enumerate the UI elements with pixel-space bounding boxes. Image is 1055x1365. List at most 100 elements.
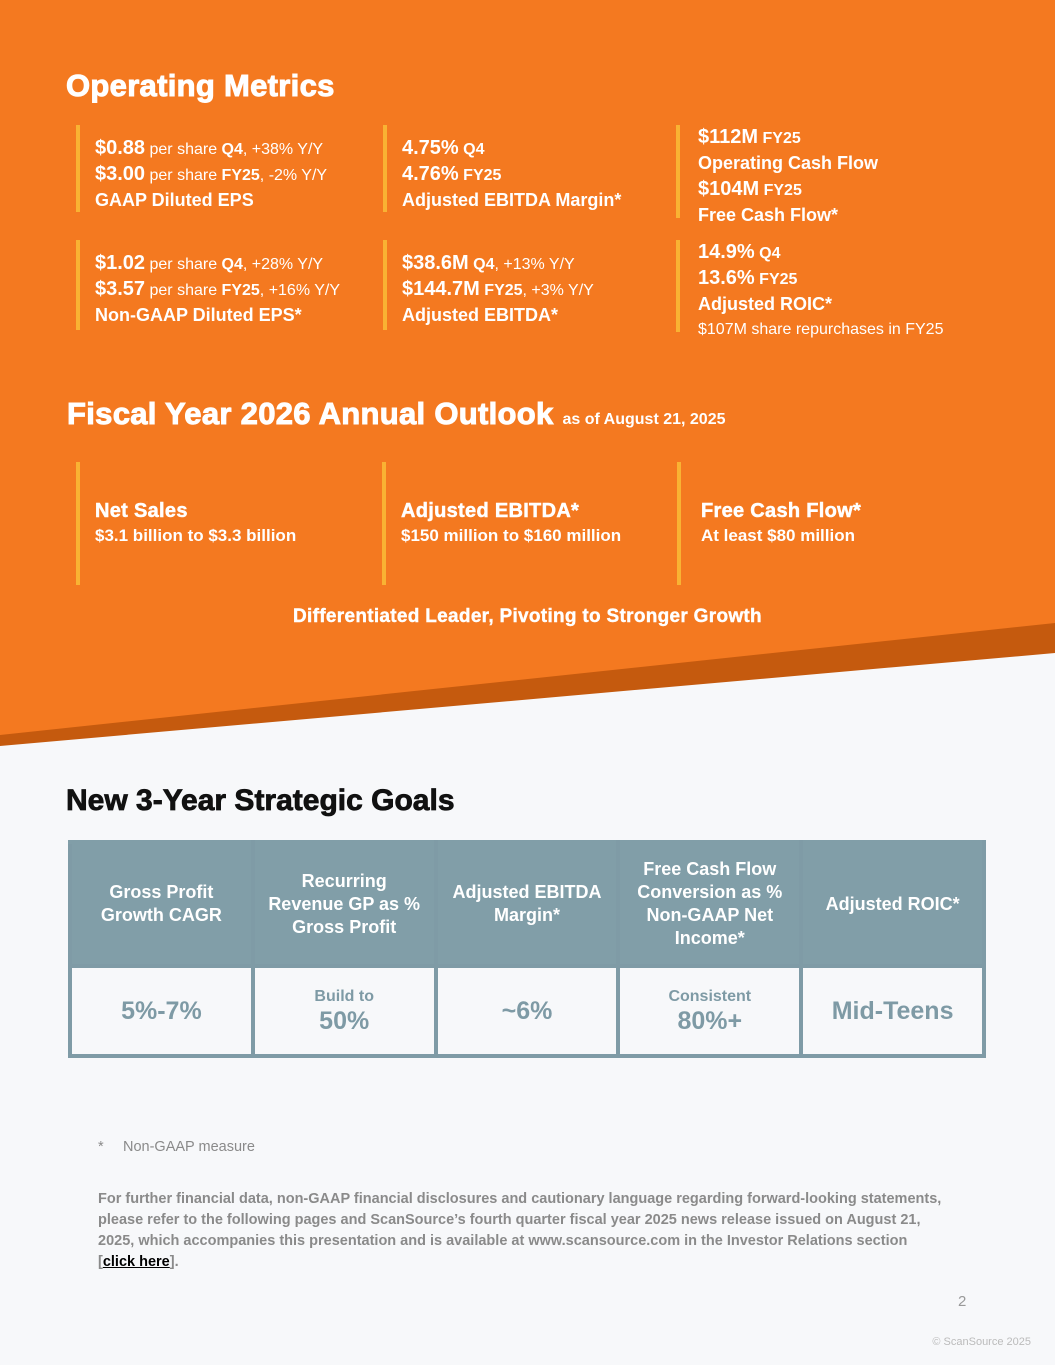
metric-bold-text: FY25: [479, 282, 523, 299]
metric-bold-text: FY25: [759, 182, 802, 199]
metric-line: $104M FY25: [698, 177, 878, 203]
metric-value-text: 4.75%: [402, 137, 459, 159]
table-header: Adjusted EBITDA Margin*: [433, 840, 621, 968]
outlook-item-value: $3.1 billion to $3.3 billion: [95, 526, 297, 545]
metric-line: $38.6M Q4, +13% Y/Y: [402, 251, 594, 277]
metric-value-text: $0.88: [95, 137, 146, 159]
footnote-marker: *: [98, 1139, 104, 1155]
outlook-heading: Fiscal Year 2026 Annual Outlook as of Au…: [67, 396, 726, 432]
metric-line: 4.76% FY25: [402, 162, 621, 188]
table-cell: ~6%: [433, 964, 621, 1058]
outlook-net-sales: Net Sales $3.1 billion to $3.3 billion: [76, 462, 296, 585]
goal-value: 50%: [319, 1007, 370, 1035]
metric-label-text: Operating Cash Flow: [698, 153, 879, 173]
table-header: Adjusted ROIC*: [799, 840, 986, 968]
table-cell: Mid-Teens: [799, 964, 986, 1058]
outlook-item-title: Net Sales: [95, 500, 188, 523]
metric-ebitda-margin: 4.75% Q4 4.76% FY25 Adjusted EBITDA Margin…: [383, 125, 621, 212]
table-header-row: Gross Profit Growth CAGR Recurring Reven…: [68, 840, 986, 968]
outlook-item-title: Adjusted EBITDA*: [401, 500, 580, 523]
metric-normal-text: , -2% Y/Y: [259, 167, 328, 184]
table-cell: Build to 50%: [250, 964, 438, 1058]
metric-value-text: $104M: [698, 178, 760, 200]
metric-label-text: Non-GAAP Diluted EPS*: [95, 305, 302, 325]
copyright: © ScanSource 2025: [932, 1336, 1031, 1348]
metric-bold-text: FY25: [221, 167, 260, 184]
metric-gaap-eps: $0.88 per share Q4, +38% Y/Y $3.00 per sh…: [76, 125, 327, 212]
metric-label-text: Free Cash Flow*: [698, 205, 839, 225]
disclaimer-text: For further financial data, non-GAAP fin…: [98, 1191, 942, 1270]
metric-small-text: $107M share repurchases in FY25: [698, 321, 944, 338]
metric-line: Non-GAAP Diluted EPS*: [95, 303, 340, 329]
table-row: 5%-7% Build to 50% ~6% Consistent 80%+ Mid…: [68, 964, 986, 1058]
metric-bold-text: Q4: [468, 256, 495, 273]
tagline: Differentiated Leader, Pivoting to Stron…: [293, 606, 762, 627]
metric-line: $3.57 per share FY25, +16% Y/Y: [95, 277, 340, 303]
operating-metrics-title: Operating Metrics: [66, 68, 335, 104]
metric-normal-text: , +3% Y/Y: [522, 282, 594, 299]
metric-line: 13.6% FY25: [698, 266, 943, 292]
footnote: * Non-GAAP measure: [98, 1139, 255, 1155]
metric-label-text: GAAP Diluted EPS: [95, 190, 254, 210]
metric-line: Adjusted EBITDA*: [402, 303, 594, 329]
outlook-item-value: At least $80 million: [701, 526, 855, 545]
metric-bold-text: Q4: [221, 256, 243, 273]
metric-value-text: $1.02: [95, 252, 146, 274]
metric-line: $144.7M FY25, +3% Y/Y: [402, 277, 594, 303]
metric-line: Free Cash Flow*: [698, 203, 878, 229]
click-here-link[interactable]: click here: [102, 1254, 170, 1270]
metric-normal-text: , +28% Y/Y: [242, 256, 324, 273]
metric-normal-text: per share: [145, 167, 222, 184]
metric-bold-text: Q4: [221, 141, 243, 158]
disclaimer-end: ].: [169, 1254, 179, 1270]
metric-line: 14.9% Q4: [698, 240, 943, 266]
metric-value-text: $3.57: [95, 278, 146, 300]
outlook-item-title: Free Cash Flow*: [701, 500, 862, 523]
metric-line: Adjusted ROIC*: [698, 292, 943, 318]
metric-label-text: Adjusted ROIC*: [698, 294, 833, 314]
metric-bold-text: FY25: [458, 167, 502, 184]
outlook-date: as of August 21, 2025: [562, 411, 726, 428]
metric-line: Adjusted EBITDA Margin*: [402, 188, 621, 214]
goals-title: New 3-Year Strategic Goals: [66, 784, 455, 818]
outlook-adjusted-ebitda: Adjusted EBITDA* $150 million to $160 mi…: [382, 462, 621, 585]
metric-value-text: $38.6M: [402, 252, 469, 274]
metric-non-gaap-eps: $1.02 per share Q4, +28% Y/Y $3.57 per sh…: [76, 240, 340, 330]
metric-line: $3.00 per share FY25, -2% Y/Y: [95, 162, 327, 188]
outlook-title: Fiscal Year 2026 Annual Outlook: [67, 396, 554, 432]
goal-prefix: Consistent: [668, 988, 752, 1005]
metric-normal-text: , +38% Y/Y: [242, 141, 324, 158]
metric-line: $107M share repurchases in FY25: [698, 318, 943, 342]
metric-normal-text: , +16% Y/Y: [259, 282, 340, 299]
metric-line: Operating Cash Flow: [698, 151, 878, 177]
metric-bold-text: FY25: [758, 130, 801, 147]
metric-line: $112M FY25: [698, 125, 878, 151]
table-header: Recurring Revenue GP as % Gross Profit: [250, 840, 438, 968]
goal-value: Mid-Teens: [831, 997, 954, 1025]
page-number: 2: [958, 1293, 967, 1310]
metric-line: $1.02 per share Q4, +28% Y/Y: [95, 251, 340, 277]
outlook-free-cash-flow: Free Cash Flow* At least $80 million: [677, 462, 861, 585]
metric-line: 4.75% Q4: [402, 136, 621, 162]
metric-bold-text: Q4: [458, 141, 485, 158]
table-cell: Consistent 80%+: [616, 964, 804, 1058]
metric-line: GAAP Diluted EPS: [95, 188, 327, 214]
metric-cash-flow: $112M FY25 Operating Cash Flow $104M FY25 F…: [676, 125, 878, 225]
goal-value: ~6%: [501, 997, 553, 1025]
metric-value-text: 14.9%: [698, 241, 755, 263]
metric-value-text: $112M: [698, 126, 759, 148]
metric-bold-text: FY25: [221, 282, 260, 299]
strategic-goals-table: Gross Profit Growth CAGR Recurring Reven…: [68, 840, 986, 1058]
metric-normal-text: per share: [145, 256, 222, 273]
metric-label-text: Adjusted EBITDA Margin*: [402, 190, 622, 210]
metric-adjusted-roic: 14.9% Q4 13.6% FY25 Adjusted ROIC* $107M sh…: [676, 240, 943, 338]
metric-bold-text: Q4: [754, 245, 781, 262]
metric-value-text: $3.00: [95, 163, 146, 185]
outlook-item-value: $150 million to $160 million: [401, 526, 622, 545]
goal-value: 5%-7%: [121, 997, 202, 1025]
metric-line: $0.88 per share Q4, +38% Y/Y: [95, 136, 327, 162]
goal-value: 80%+: [677, 1007, 743, 1035]
table-header: Free Cash Flow Conversion as % Non-GAAP …: [616, 840, 804, 968]
metric-bold-text: FY25: [754, 271, 798, 288]
metric-normal-text: , +13% Y/Y: [494, 256, 575, 273]
